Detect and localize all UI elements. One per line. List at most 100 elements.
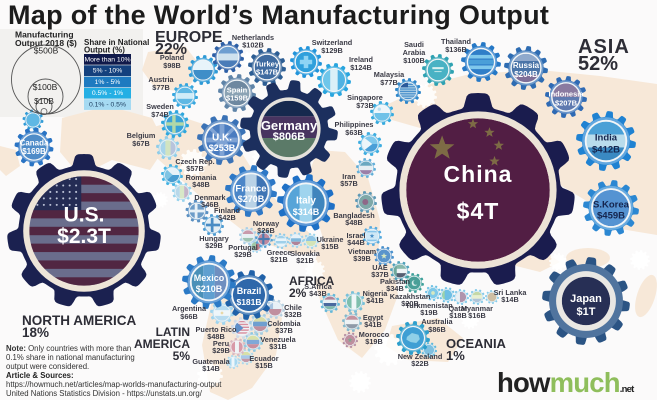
svg-text:Finland: Finland: [214, 206, 240, 215]
svg-text:Ecuador: Ecuador: [249, 354, 278, 363]
svg-text:UAE: UAE: [372, 263, 388, 272]
svg-text:$48B: $48B: [207, 332, 224, 341]
svg-text:ASIA: ASIA: [578, 36, 630, 58]
svg-text:U.S.: U.S.: [64, 203, 105, 226]
svg-text:$29B: $29B: [212, 346, 229, 355]
svg-text:Venezuela: Venezuela: [260, 335, 296, 344]
svg-text:$29B: $29B: [205, 241, 222, 250]
svg-text:$19B: $19B: [420, 308, 437, 317]
svg-text:Czech Rep.: Czech Rep.: [175, 157, 214, 166]
svg-text:output were considered.: output were considered.: [6, 362, 89, 371]
svg-text:$48B: $48B: [192, 180, 209, 189]
svg-text:Vietnam: Vietnam: [348, 247, 377, 256]
svg-text:Peru: Peru: [213, 339, 229, 348]
svg-text:Japan: Japan: [570, 293, 602, 305]
svg-text:$181B: $181B: [236, 297, 261, 307]
svg-text:$14B: $14B: [202, 364, 219, 373]
svg-text:$63B: $63B: [345, 128, 362, 137]
svg-text:0.1% share in national manufac: 0.1% share in national manufacturing: [6, 353, 135, 362]
svg-text:Argentina: Argentina: [172, 304, 207, 313]
svg-text:$67B: $67B: [132, 139, 149, 148]
svg-text:AFRICA: AFRICA: [289, 274, 335, 288]
svg-text:$15B: $15B: [321, 242, 338, 251]
svg-text:22%: 22%: [155, 41, 187, 58]
svg-text:$41B: $41B: [366, 296, 383, 305]
svg-text:New Zealand: New Zealand: [398, 352, 443, 361]
svg-text:Spain: Spain: [227, 86, 248, 95]
svg-text:Iran: Iran: [342, 172, 355, 181]
svg-text:Ireland: Ireland: [349, 55, 373, 64]
svg-text:$314B: $314B: [293, 207, 320, 217]
svg-text:$100B: $100B: [33, 82, 58, 92]
svg-text:Malaysia: Malaysia: [374, 70, 405, 79]
svg-text:$42B: $42B: [218, 213, 235, 222]
svg-text:Myanmar: Myanmar: [461, 304, 493, 313]
svg-text:Netherlands: Netherlands: [232, 33, 274, 42]
svg-text:$44B: $44B: [347, 238, 364, 247]
svg-text:$210B: $210B: [196, 284, 223, 294]
svg-text:$46B: $46B: [201, 200, 218, 209]
svg-text:$98B: $98B: [163, 61, 180, 70]
svg-text:$100B: $100B: [403, 56, 425, 65]
svg-text:Guatemala: Guatemala: [192, 357, 230, 366]
svg-text:Pakistan: Pakistan: [380, 277, 410, 286]
svg-text:0.5% - 1%: 0.5% - 1%: [92, 90, 123, 97]
svg-text:EUROPE: EUROPE: [155, 29, 223, 46]
svg-text:$20B: $20B: [401, 299, 418, 308]
svg-text:Austria: Austria: [148, 75, 174, 84]
svg-text:$136B: $136B: [445, 45, 467, 54]
svg-text:$34B: $34B: [386, 284, 403, 293]
svg-text:Australia: Australia: [421, 317, 453, 326]
svg-text:Egypt: Egypt: [363, 313, 384, 322]
svg-text:Arabia: Arabia: [403, 48, 427, 57]
svg-text:Brazil: Brazil: [237, 286, 262, 296]
svg-text:Russia: Russia: [513, 61, 540, 70]
svg-text:Article & Sources:: Article & Sources:: [6, 371, 74, 380]
svg-text:Share in National: Share in National: [84, 38, 149, 47]
svg-text:https://howmuch.net/articles/m: https://howmuch.net/articles/map-worlds-…: [6, 380, 222, 389]
svg-text:S.Africa: S.Africa: [304, 282, 333, 291]
svg-text:52%: 52%: [578, 53, 618, 75]
svg-text:United Nations Statistics Divi: United Nations Statistics Division - htt…: [6, 389, 203, 398]
svg-text:18%: 18%: [22, 325, 49, 340]
svg-text:Output 2018 ($): Output 2018 ($): [15, 38, 77, 48]
svg-text:Chile: Chile: [284, 303, 302, 312]
svg-text:Portugal: Portugal: [228, 243, 258, 252]
svg-text:$806B: $806B: [273, 131, 305, 143]
svg-text:$459B: $459B: [597, 210, 625, 221]
svg-text:$21B: $21B: [296, 256, 313, 265]
svg-text:Norway: Norway: [253, 219, 280, 228]
svg-text:OCEANIA: OCEANIA: [446, 336, 507, 351]
svg-text:$73B: $73B: [356, 101, 373, 110]
svg-text:Belgium: Belgium: [127, 131, 156, 140]
svg-text:$31B: $31B: [269, 342, 286, 351]
svg-text:$19B: $19B: [365, 337, 382, 346]
svg-text:U.K.: U.K.: [212, 133, 232, 144]
svg-text:Israel: Israel: [346, 231, 365, 240]
svg-text:Indonesia: Indonesia: [548, 90, 584, 99]
svg-text:$86B: $86B: [428, 325, 445, 334]
svg-text:Morocco: Morocco: [359, 330, 390, 339]
svg-text:$22B: $22B: [411, 359, 428, 368]
svg-text:$29B: $29B: [234, 250, 251, 259]
svg-text:$14B: $14B: [501, 295, 518, 304]
svg-text:Map of the World’s Manufacturi: Map of the World’s Manufacturing Output: [8, 0, 549, 30]
svg-text:Ukraine: Ukraine: [317, 235, 344, 244]
svg-text:Mexico: Mexico: [194, 273, 225, 283]
svg-text:NORTH AMERICA: NORTH AMERICA: [22, 313, 136, 328]
svg-text:Kazakhstan: Kazakhstan: [390, 292, 431, 301]
svg-text:1% - 5%: 1% - 5%: [95, 79, 121, 86]
svg-text:$77B: $77B: [380, 78, 397, 87]
svg-text:S.Korea: S.Korea: [593, 199, 630, 210]
svg-text:howmuch.net: howmuch.net: [497, 367, 635, 398]
svg-text:$270B: $270B: [238, 194, 265, 204]
svg-text:5% - 10%: 5% - 10%: [93, 68, 122, 75]
svg-text:$4T: $4T: [457, 198, 500, 224]
svg-text:$77B: $77B: [152, 83, 169, 92]
svg-text:Saudi: Saudi: [404, 40, 424, 49]
svg-text:$207B: $207B: [555, 99, 578, 108]
svg-text:China: China: [444, 161, 513, 187]
svg-text:$43B: $43B: [309, 289, 326, 298]
svg-text:$26B: $26B: [257, 226, 274, 235]
svg-text:India: India: [595, 132, 618, 143]
